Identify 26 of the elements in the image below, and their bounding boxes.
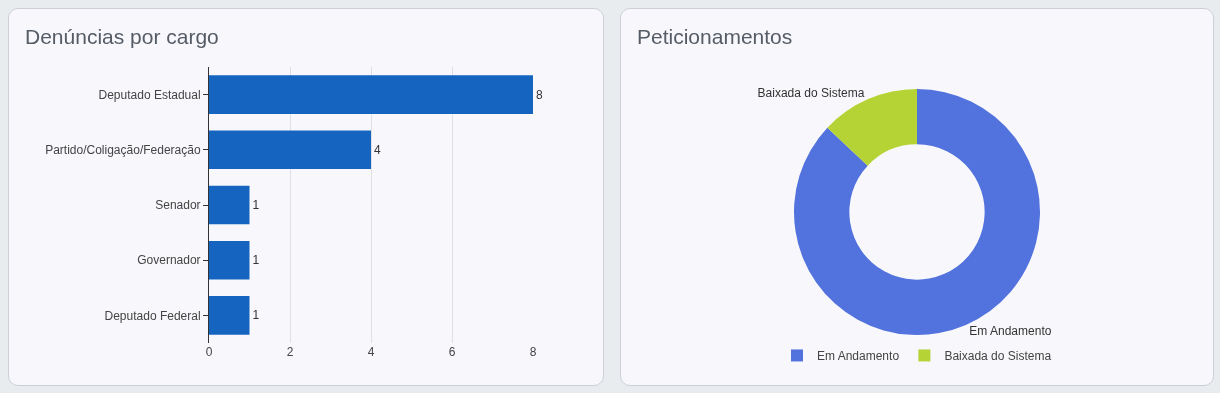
x-tick-label: 0 (205, 345, 213, 359)
data-label: 4 (374, 142, 381, 157)
slice-label: Baixada do Sistema (757, 86, 865, 101)
data-label: 8 (536, 87, 543, 102)
x-tick-label: 4 (367, 345, 375, 359)
x-tick-label: 6 (448, 345, 456, 359)
x-tick-label: 8 (529, 345, 537, 359)
x-tick-label: 2 (286, 345, 294, 359)
y-tick-label: Partido/Coligação/Federação (45, 143, 201, 157)
slice-label: Em Andamento (969, 323, 1052, 338)
legend-label: Baixada do Sistema (944, 349, 1052, 364)
legend-label: Em Andamento (817, 349, 900, 364)
data-label: 1 (252, 253, 260, 268)
data-label: 1 (252, 308, 260, 323)
y-tick-label: Governador (137, 253, 201, 268)
y-tick-label: Deputado Federal (104, 308, 201, 323)
bar (209, 130, 371, 170)
bar (209, 75, 533, 114)
chart-title: Peticionamentos (637, 25, 793, 49)
y-tick-label: Deputado Estadual (98, 87, 201, 102)
y-tick-label: Senador (155, 198, 201, 213)
chart-title: Denúncias por cargo (25, 25, 219, 49)
bar (209, 185, 250, 225)
bar (209, 240, 250, 280)
bar (209, 296, 250, 335)
data-label: 1 (252, 198, 260, 212)
